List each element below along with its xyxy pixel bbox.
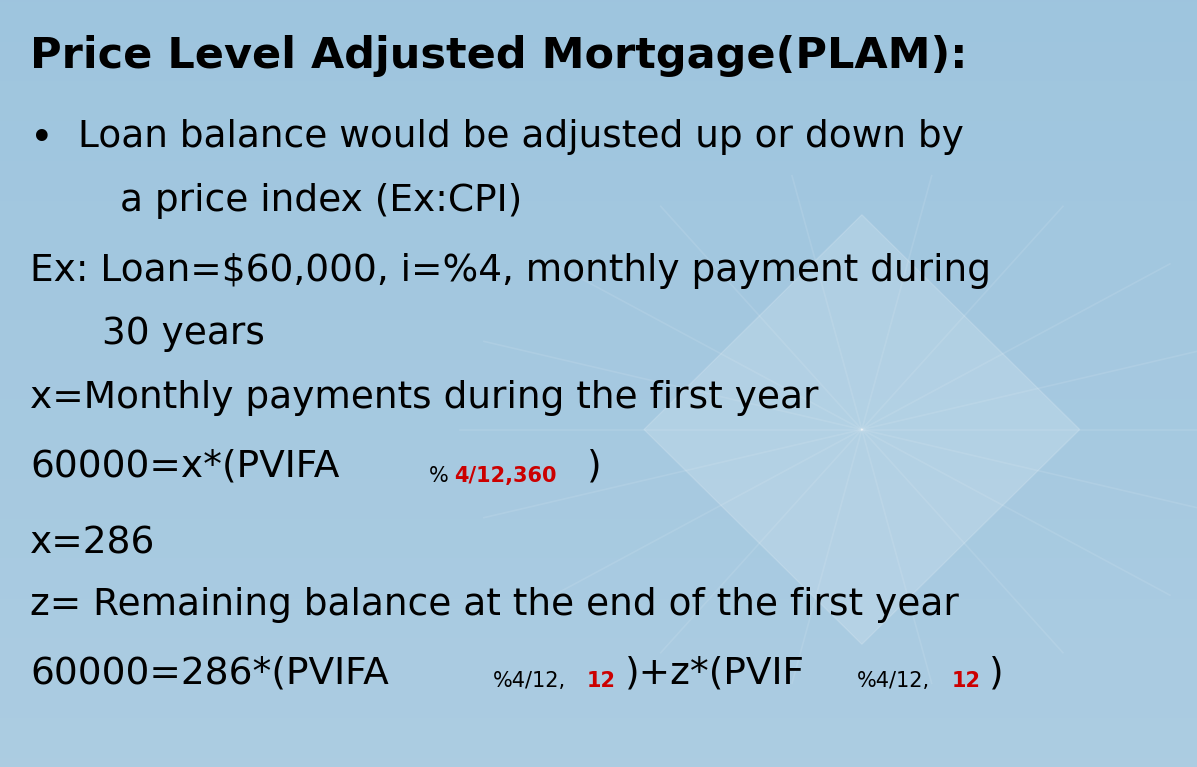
- Text: 4/12,360: 4/12,360: [455, 466, 557, 486]
- Text: 12: 12: [952, 671, 980, 691]
- Text: •: •: [30, 119, 54, 159]
- Text: ): ): [587, 449, 601, 485]
- Text: z= Remaining balance at the end of the first year: z= Remaining balance at the end of the f…: [30, 587, 959, 623]
- Text: %: %: [429, 466, 449, 486]
- Text: Loan balance would be adjusted up or down by: Loan balance would be adjusted up or dow…: [78, 119, 964, 155]
- Text: 30 years: 30 years: [102, 316, 265, 352]
- Text: x=Monthly payments during the first year: x=Monthly payments during the first year: [30, 380, 819, 416]
- Text: a price index (Ex:CPI): a price index (Ex:CPI): [120, 183, 522, 219]
- Text: Ex: Loan=$60,000, i=%4, monthly payment during: Ex: Loan=$60,000, i=%4, monthly payment …: [30, 253, 991, 289]
- Text: 60000=286*(PVIFA: 60000=286*(PVIFA: [30, 656, 389, 692]
- Text: %4/12,: %4/12,: [857, 671, 930, 691]
- Text: %4/12,: %4/12,: [493, 671, 566, 691]
- Text: 12: 12: [588, 671, 616, 691]
- Text: x=286: x=286: [30, 525, 156, 561]
- Text: Price Level Adjusted Mortgage(PLAM):: Price Level Adjusted Mortgage(PLAM):: [30, 35, 967, 77]
- Text: 60000=x*(PVIFA: 60000=x*(PVIFA: [30, 449, 339, 485]
- Text: )+z*(PVIF: )+z*(PVIF: [625, 656, 804, 692]
- Text: ): ): [989, 656, 1003, 692]
- Polygon shape: [644, 215, 1080, 644]
